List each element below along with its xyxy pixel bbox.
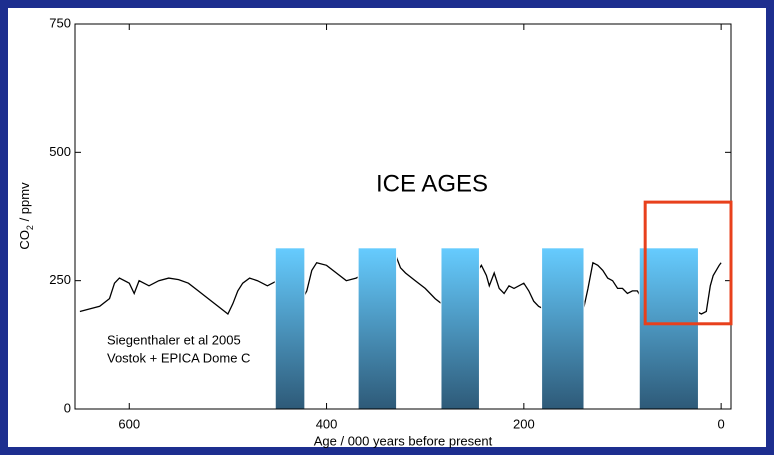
y-tick-label: 750 bbox=[49, 15, 71, 30]
x-tick-label: 200 bbox=[513, 416, 535, 431]
y-tick-label: 0 bbox=[64, 400, 71, 415]
x-tick-label: 0 bbox=[718, 416, 725, 431]
ice-age-bar bbox=[357, 247, 398, 410]
y-axis-label: CO2 / ppmv bbox=[17, 182, 35, 250]
x-axis-label: Age / 000 years before present bbox=[314, 433, 493, 448]
y-label-part: CO bbox=[17, 230, 32, 250]
ice-age-bar bbox=[440, 247, 480, 410]
x-tick-label: 400 bbox=[316, 416, 338, 431]
annotation: ICE AGES bbox=[376, 170, 488, 197]
y-label-sub: 2 bbox=[25, 225, 35, 230]
ice-age-bar bbox=[638, 247, 699, 410]
ice-age-bar bbox=[541, 247, 585, 410]
y-tick-label: 250 bbox=[49, 272, 71, 287]
annotation: Siegenthaler et al 2005 bbox=[107, 332, 241, 347]
y-label-part: / ppmv bbox=[17, 182, 32, 225]
ice-age-bar bbox=[274, 247, 306, 410]
highlight-box bbox=[643, 200, 733, 326]
annotation: Vostok + EPICA Dome C bbox=[107, 350, 250, 365]
x-tick-label: 600 bbox=[118, 416, 140, 431]
y-tick-label: 500 bbox=[49, 144, 71, 159]
